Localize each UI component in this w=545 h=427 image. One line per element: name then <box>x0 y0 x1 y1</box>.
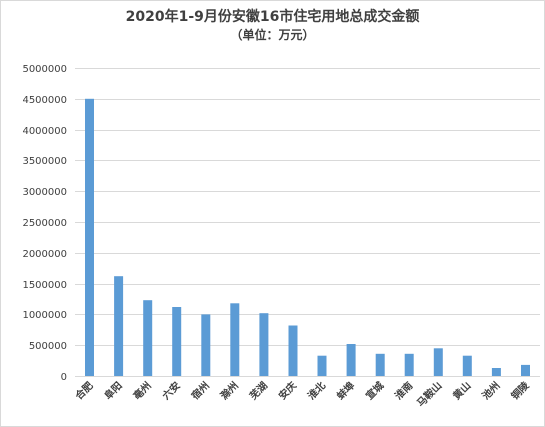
category-label: 宣城 <box>363 379 386 402</box>
bar <box>462 355 472 376</box>
bar <box>433 348 443 376</box>
category-label: 芜湖 <box>247 379 270 402</box>
category-label: 马鞍山 <box>414 379 444 409</box>
category-label: 六安 <box>159 379 182 402</box>
category-label: 宿州 <box>189 379 212 402</box>
y-tick-label: 4000000 <box>22 126 67 137</box>
category-label: 安庆 <box>276 379 299 402</box>
bar <box>143 300 153 376</box>
bar <box>375 353 385 376</box>
category-label: 合肥 <box>72 379 96 403</box>
bars <box>85 98 530 377</box>
y-tick-label: 3000000 <box>22 187 67 198</box>
y-tick-label: 3500000 <box>22 156 67 167</box>
bar <box>404 353 414 376</box>
y-tick-label: 1000000 <box>22 310 67 321</box>
bar <box>85 98 94 377</box>
bar <box>172 307 182 376</box>
gridlines <box>75 68 540 377</box>
bar <box>521 364 530 376</box>
bar <box>114 276 124 376</box>
y-tick-label: 2500000 <box>22 218 67 229</box>
x-axis-category-labels: 合肥 阜阳 亳州 六安 宿州 滁州 芜湖 安庆 淮北 蚌埠 宣城 淮南 马鞍山 黄山 池州 铜陵 <box>72 378 533 409</box>
y-axis-tick-labels: 0 500000 1000000 1500000 2000000 2500000 30000… <box>22 64 67 383</box>
chart-title: 2020年1-9月份安徽16市住宅用地总成交金额 <box>125 9 420 25</box>
y-tick-label: 5000000 <box>22 64 67 75</box>
chart-subtitle: （单位：万元） <box>230 28 315 42</box>
bar <box>346 344 356 376</box>
y-tick-label: 1500000 <box>22 280 67 291</box>
y-tick-label: 2000000 <box>22 249 67 260</box>
bar <box>259 313 269 376</box>
category-label: 黄山 <box>450 379 473 402</box>
y-tick-label: 500000 <box>29 341 67 352</box>
category-label: 铜陵 <box>508 378 532 402</box>
category-label: 亳州 <box>130 379 153 402</box>
category-label: 滁州 <box>218 379 241 402</box>
bar <box>491 368 501 376</box>
y-tick-label: 4500000 <box>22 95 67 106</box>
bar <box>288 325 298 376</box>
category-label: 蚌埠 <box>334 379 357 402</box>
y-tick-label: 0 <box>61 372 67 383</box>
category-label: 池州 <box>479 379 502 402</box>
bar <box>317 355 327 376</box>
category-label: 阜阳 <box>101 379 124 402</box>
category-label: 淮南 <box>392 379 415 402</box>
bar <box>230 303 240 376</box>
category-label: 淮北 <box>305 379 328 402</box>
bar <box>201 314 211 376</box>
